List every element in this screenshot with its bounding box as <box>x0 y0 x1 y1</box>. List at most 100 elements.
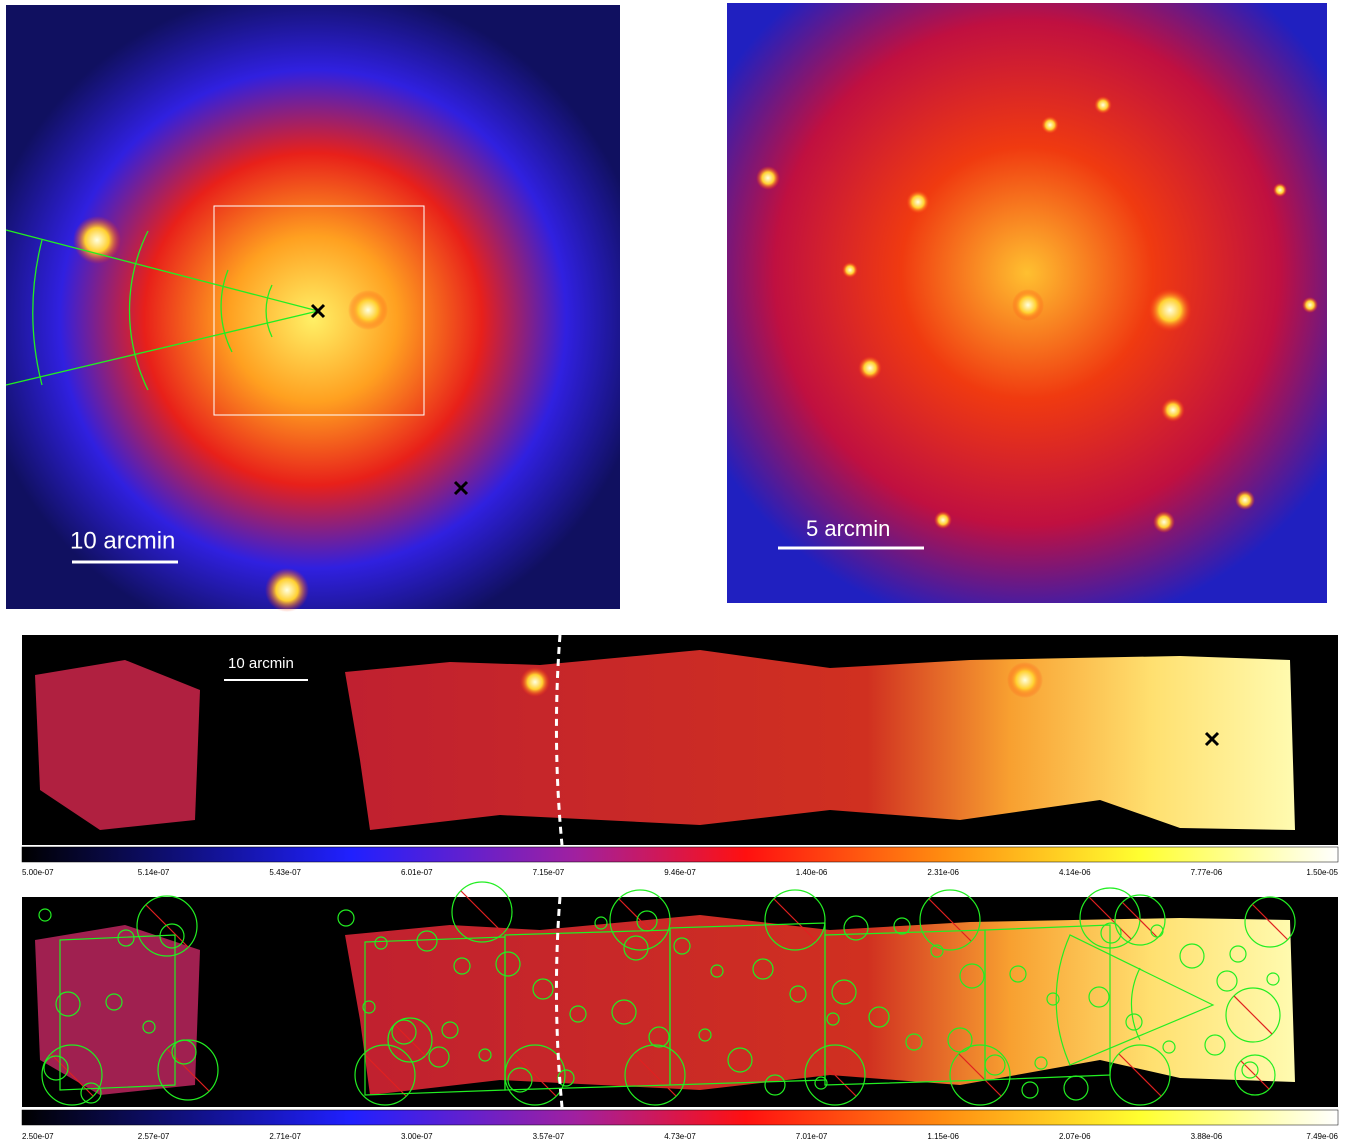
marker <box>310 303 469 496</box>
region <box>428 1046 450 1068</box>
region <box>41 1044 103 1106</box>
scale-label: 5 arcmin <box>806 516 890 541</box>
colorbar-tick-label: 3.88e-06 <box>1191 1132 1223 1141</box>
region <box>478 1048 492 1062</box>
exclusion <box>1240 1060 1270 1090</box>
sector <box>5 229 319 391</box>
region <box>905 1033 923 1051</box>
region <box>374 936 388 950</box>
region <box>1225 987 1281 1043</box>
region <box>1125 1013 1143 1031</box>
region <box>557 1069 575 1087</box>
colorbar-tick-label: 1.50e-05 <box>1306 868 1338 877</box>
region <box>1088 986 1110 1008</box>
source <box>348 290 388 330</box>
colorbar-tick-label: 2.31e-06 <box>927 868 959 877</box>
sector <box>1055 934 1215 1066</box>
colorbar-tick-label: 2.71e-07 <box>269 1132 301 1141</box>
exclusion <box>363 1053 407 1097</box>
colorbar-tick-label: 7.49e-06 <box>1306 1132 1338 1141</box>
exclusion <box>145 904 189 948</box>
source <box>1007 662 1043 698</box>
colorbar-tick-label: 1.40e-06 <box>796 868 828 877</box>
region <box>949 1044 1011 1106</box>
region <box>451 881 513 943</box>
colorbar-tick-label: 5.43e-07 <box>269 868 301 877</box>
region <box>789 985 807 1003</box>
exclusion <box>1118 1053 1162 1097</box>
exclusion <box>633 1053 677 1097</box>
region <box>1034 1056 1048 1070</box>
colorbar <box>21 846 1339 863</box>
colorbar-tick-label: 2.50e-07 <box>22 1132 54 1141</box>
region <box>727 1047 753 1073</box>
region <box>868 1006 890 1028</box>
exclusion <box>618 898 662 942</box>
region <box>893 917 911 935</box>
exclusion <box>1233 995 1273 1035</box>
colorbar <box>21 1109 1339 1126</box>
region <box>453 957 471 975</box>
region <box>1241 1061 1259 1079</box>
region <box>1162 1040 1176 1054</box>
region <box>136 895 198 957</box>
colorbar-tick-label: 9.46e-07 <box>664 868 696 877</box>
region <box>947 1027 973 1053</box>
regions <box>38 881 1296 1106</box>
colorbar-tick-label: 1.15e-06 <box>927 1132 959 1141</box>
region <box>804 1044 866 1106</box>
region <box>569 1005 587 1023</box>
colorbar-tick-label: 2.07e-06 <box>1059 1132 1091 1141</box>
region <box>609 889 671 951</box>
region <box>611 999 637 1025</box>
exclusion <box>394 1024 426 1056</box>
region <box>507 1067 533 1093</box>
colorbar-tick-label: 4.14e-06 <box>1059 868 1091 877</box>
colorbar-tick-label: 7.01e-07 <box>796 1132 828 1141</box>
exclusion <box>1122 902 1158 938</box>
exclusion <box>928 898 972 942</box>
region <box>814 1076 828 1090</box>
region <box>1021 1081 1039 1099</box>
source <box>520 667 550 697</box>
exclusion <box>813 1053 857 1097</box>
region <box>594 916 608 930</box>
region <box>623 935 649 961</box>
region <box>362 1000 376 1014</box>
region <box>648 1026 670 1048</box>
field <box>345 915 1295 1095</box>
field <box>345 650 1295 830</box>
annulus-box <box>59 934 176 1091</box>
region <box>55 991 81 1017</box>
region <box>1216 970 1238 992</box>
exclusion <box>958 1053 1002 1097</box>
colorbar-tick-label: 2.57e-07 <box>138 1132 170 1141</box>
region <box>1234 1054 1276 1096</box>
region <box>387 1017 433 1063</box>
region <box>919 889 981 951</box>
colorbar-tick-label: 3.57e-07 <box>533 1132 565 1141</box>
exclusion <box>1252 904 1288 940</box>
region <box>698 1028 712 1042</box>
region <box>826 1012 840 1026</box>
region <box>1204 1034 1226 1056</box>
region <box>1229 945 1247 963</box>
colorbar-tick-label: 7.15e-07 <box>533 868 565 877</box>
source <box>265 568 309 612</box>
region <box>710 964 724 978</box>
region <box>80 1082 102 1104</box>
exclusion <box>166 1048 210 1092</box>
region <box>1266 972 1280 986</box>
region <box>1114 894 1166 946</box>
region <box>105 993 123 1011</box>
region <box>495 951 521 977</box>
scale-label: 10 arcmin <box>70 527 175 554</box>
region <box>43 1055 69 1081</box>
region <box>416 930 438 952</box>
region <box>831 979 857 1005</box>
region <box>930 944 944 958</box>
colorbar-tick-label: 7.77e-06 <box>1191 868 1223 877</box>
region <box>1244 896 1296 948</box>
region <box>752 958 774 980</box>
